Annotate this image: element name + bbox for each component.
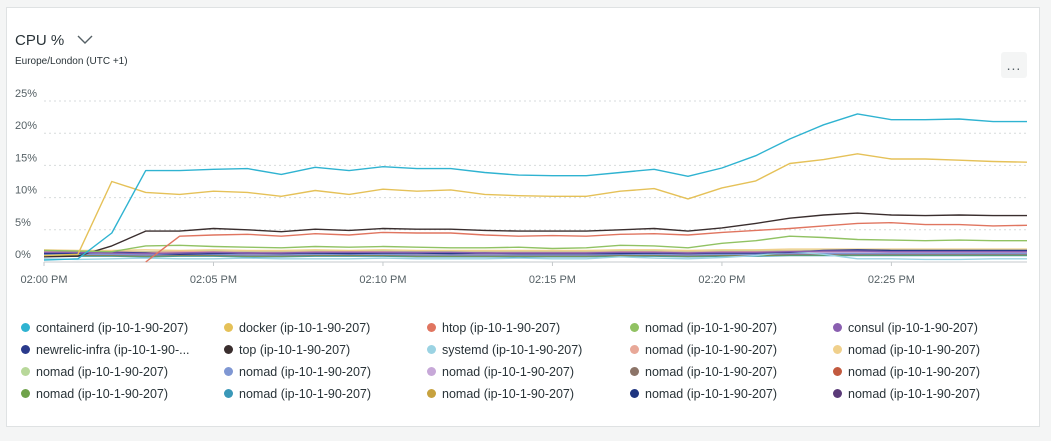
- legend-swatch: [833, 367, 842, 376]
- chart-title-row: CPU %: [15, 30, 94, 50]
- series-line[interactable]: [43, 113, 1027, 261]
- cpu-chart-widget: CPU % Europe/London (UTC +1) ... 25% 20% 1…: [6, 7, 1040, 427]
- legend-swatch: [224, 345, 233, 354]
- more-options-button[interactable]: ...: [1001, 52, 1027, 78]
- chart-title: CPU %: [15, 31, 65, 49]
- legend-swatch: [224, 389, 233, 398]
- legend-label: nomad (ip-10-1-90-207): [645, 386, 778, 401]
- legend-label: nomad (ip-10-1-90-207): [645, 342, 778, 357]
- timezone-label: Europe/London (UTC +1): [15, 56, 128, 67]
- y-tick-label: 5%: [15, 217, 31, 229]
- legend-item[interactable]: nomad (ip-10-1-90-207): [427, 361, 630, 382]
- x-axis-labels: 02:00 PM 02:05 PM 02:10 PM 02:15 PM 02:20 PM…: [20, 262, 915, 286]
- series-layer: [43, 113, 1028, 263]
- more-icon: ...: [1006, 57, 1022, 73]
- legend-label: nomad (ip-10-1-90-207): [442, 386, 575, 401]
- legend-item[interactable]: nomad (ip-10-1-90-207): [21, 383, 224, 404]
- legend-item[interactable]: nomad (ip-10-1-90-207): [833, 339, 1031, 360]
- legend-item[interactable]: newrelic-infra (ip-10-1-90-...: [21, 339, 224, 360]
- legend-swatch: [427, 389, 436, 398]
- legend-item[interactable]: nomad (ip-10-1-90-207): [224, 361, 427, 382]
- chevron-down-icon[interactable]: [76, 31, 94, 49]
- legend-swatch: [224, 367, 233, 376]
- x-tick-label: 02:05 PM: [190, 274, 237, 286]
- legend-item[interactable]: nomad (ip-10-1-90-207): [630, 339, 833, 360]
- legend-label: consul (ip-10-1-90-207): [848, 320, 978, 335]
- legend-item[interactable]: nomad (ip-10-1-90-207): [427, 383, 630, 404]
- series-line[interactable]: [44, 250, 1027, 255]
- series-line[interactable]: [43, 235, 1027, 253]
- series-line[interactable]: [145, 221, 1028, 263]
- legend-swatch: [21, 323, 30, 332]
- y-tick-label: 10%: [15, 185, 37, 197]
- legend-swatch: [21, 389, 30, 398]
- legend-label: containerd (ip-10-1-90-207): [36, 320, 189, 335]
- y-tick-label: 15%: [15, 152, 37, 164]
- x-tick-label: 02:10 PM: [359, 274, 406, 286]
- legend-label: docker (ip-10-1-90-207): [239, 320, 371, 335]
- y-tick-label: 0%: [15, 249, 31, 261]
- legend-swatch: [630, 345, 639, 354]
- legend-item[interactable]: nomad (ip-10-1-90-207): [833, 361, 1031, 382]
- legend-item[interactable]: nomad (ip-10-1-90-207): [630, 361, 833, 382]
- line-chart-plot: 25% 20% 15% 10% 5% 0% 02:00 PM 02:05 PM 02:10 P…: [15, 88, 1028, 286]
- x-tick-label: 02:15 PM: [529, 274, 576, 286]
- y-axis-labels: 25% 20% 15% 10% 5% 0%: [15, 88, 37, 261]
- legend-item[interactable]: nomad (ip-10-1-90-207): [224, 383, 427, 404]
- series-line[interactable]: [43, 248, 1027, 252]
- series-line[interactable]: [43, 212, 1027, 258]
- legend-swatch: [21, 367, 30, 376]
- legend-swatch: [224, 323, 233, 332]
- legend-label: systemd (ip-10-1-90-207): [442, 342, 583, 357]
- legend-item[interactable]: nomad (ip-10-1-90-207): [630, 383, 833, 404]
- legend-label: nomad (ip-10-1-90-207): [645, 320, 778, 335]
- x-tick-label: 02:25 PM: [868, 274, 915, 286]
- legend-swatch: [833, 345, 842, 354]
- legend-swatch: [21, 345, 30, 354]
- legend-swatch: [427, 323, 436, 332]
- legend-swatch: [630, 323, 639, 332]
- legend-label: nomad (ip-10-1-90-207): [239, 364, 372, 379]
- legend-swatch: [833, 389, 842, 398]
- legend-swatch: [630, 389, 639, 398]
- grid-layer: [44, 100, 1027, 263]
- legend-item[interactable]: top (ip-10-1-90-207): [224, 339, 427, 360]
- legend-item[interactable]: containerd (ip-10-1-90-207): [21, 317, 224, 338]
- legend-swatch: [630, 367, 639, 376]
- legend-label: top (ip-10-1-90-207): [239, 342, 351, 357]
- legend-label: nomad (ip-10-1-90-207): [239, 386, 372, 401]
- legend-label: nomad (ip-10-1-90-207): [36, 386, 169, 401]
- legend-label: nomad (ip-10-1-90-207): [848, 386, 981, 401]
- x-tick-label: 02:00 PM: [20, 274, 67, 286]
- legend-label: Average of all: [36, 409, 112, 410]
- x-tick-label: 02:20 PM: [698, 274, 745, 286]
- legend-item[interactable]: consul (ip-10-1-90-207): [833, 317, 1031, 338]
- legend-item[interactable]: docker (ip-10-1-90-207): [224, 317, 427, 338]
- legend-label: nomad (ip-10-1-90-207): [645, 364, 778, 379]
- series-line[interactable]: [43, 153, 1028, 257]
- legend-label: nomad (ip-10-1-90-207): [442, 364, 575, 379]
- legend-label: nomad (ip-10-1-90-207): [36, 364, 169, 379]
- legend-swatch: [427, 367, 436, 376]
- legend-label: nomad (ip-10-1-90-207): [848, 342, 981, 357]
- legend-item[interactable]: nomad (ip-10-1-90-207): [833, 383, 1031, 404]
- chart-legend: containerd (ip-10-1-90-207) docker (ip-10…: [21, 317, 1031, 409]
- legend-label: htop (ip-10-1-90-207): [442, 320, 561, 335]
- legend-item[interactable]: nomad (ip-10-1-90-207): [630, 317, 833, 338]
- legend-label: nomad (ip-10-1-90-207): [848, 364, 981, 379]
- legend-swatch: [833, 323, 842, 332]
- legend-item[interactable]: htop (ip-10-1-90-207): [427, 317, 630, 338]
- y-tick-label: 20%: [15, 120, 37, 132]
- series-line[interactable]: [43, 250, 1027, 261]
- legend-item[interactable]: systemd (ip-10-1-90-207): [427, 339, 630, 360]
- legend-label: newrelic-infra (ip-10-1-90-...: [36, 342, 190, 357]
- legend-swatch: [427, 345, 436, 354]
- legend-item[interactable]: Average of all: [21, 405, 224, 410]
- legend-item[interactable]: nomad (ip-10-1-90-207): [21, 361, 224, 382]
- y-tick-label: 25%: [15, 88, 37, 100]
